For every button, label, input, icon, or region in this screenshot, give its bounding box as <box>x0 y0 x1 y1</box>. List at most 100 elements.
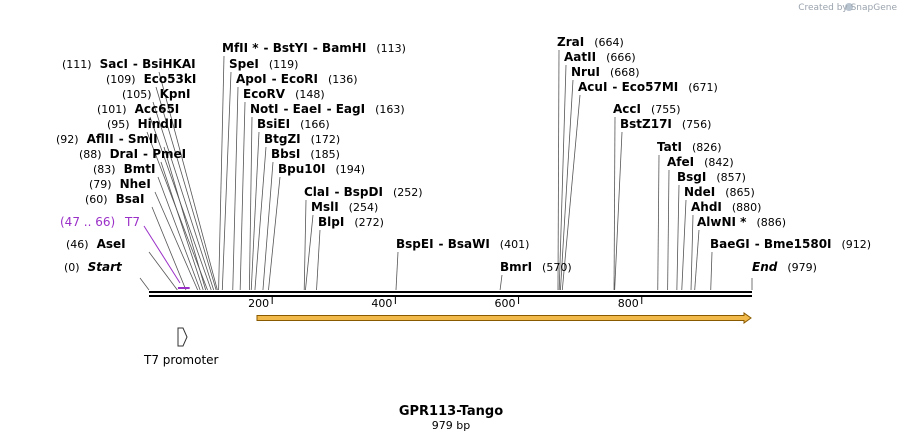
site-end-label[interactable]: End (979) <box>752 260 817 274</box>
site-zrai-label[interactable]: ZraI (664) <box>557 35 624 49</box>
site-noti-enzyme-name: - EaeI <box>284 102 322 116</box>
site-tati-label[interactable]: TatI (826) <box>657 140 722 154</box>
site-bsgi-position: (857) <box>716 171 746 184</box>
site-bsai-label[interactable]: (60) BsaI <box>85 192 144 206</box>
site-spei-enzyme-name: SpeI <box>229 57 259 71</box>
site-bbsi-position: (185) <box>310 148 340 161</box>
site-asei-label[interactable]: (46) AseI <box>66 237 126 251</box>
site-kpni-label[interactable]: (105) KpnI <box>122 87 191 101</box>
site-bbsi-label[interactable]: BbsI (185) <box>271 147 340 161</box>
site-bbsi-enzyme-name: BbsI <box>271 147 300 161</box>
site-eco53ki-label[interactable]: (109) Eco53kI <box>106 72 196 86</box>
site-bmri-position: (570) <box>542 261 572 274</box>
site-ecorv-label[interactable]: EcoRV (148) <box>243 87 325 101</box>
site-baegi-enzyme-name: BaeGI <box>710 237 750 251</box>
site-bbsi-connector <box>262 161 274 291</box>
site-saci-connector <box>158 71 218 291</box>
site-bmti-connector <box>157 176 201 291</box>
site-alwni-label[interactable]: AlwNI * (886) <box>697 215 786 229</box>
site-apoi-position: (136) <box>328 73 358 86</box>
site-acui-enzyme-name: - Eco57MI <box>612 80 678 94</box>
site-spei-label[interactable]: SpeI (119) <box>229 57 298 71</box>
site-bspei-label[interactable]: BspEI - BsaWI (401) <box>396 237 529 251</box>
site-nhei-connector <box>154 191 199 291</box>
site-bmti-label[interactable]: (83) BmtI <box>93 162 155 176</box>
site-aflii-enzyme-name: - SmlI <box>119 132 158 146</box>
site-acc65i-label[interactable]: (101) Acc65I <box>97 102 179 116</box>
site-nrui-connector <box>560 79 574 291</box>
site-acui-position: (671) <box>688 81 718 94</box>
primer-t7[interactable]: (47 .. 66) T7 <box>60 215 190 289</box>
site-clai-label[interactable]: ClaI - BspDI (252) <box>304 185 423 199</box>
site-acui-connector <box>561 94 581 291</box>
site-aatii-label[interactable]: AatII (666) <box>564 50 636 64</box>
site-hindiii-label[interactable]: (95) HindIII <box>107 117 182 131</box>
site-ecorv-connector <box>239 101 246 291</box>
tick-label-800: 800 <box>618 297 639 310</box>
site-bstz17i-label[interactable]: BstZ17I (756) <box>620 117 711 131</box>
site-bsiei-label[interactable]: BsiEI (166) <box>257 117 330 131</box>
map-length: 979 bp <box>432 419 470 432</box>
site-drai-connector <box>160 161 204 291</box>
site-ndei-label[interactable]: NdeI (865) <box>684 185 755 199</box>
site-ahdi-label[interactable]: AhdI (880) <box>691 200 761 214</box>
site-ahdi-position: (880) <box>732 201 762 214</box>
site-bmri-label[interactable]: BmrI (570) <box>500 260 572 274</box>
ruler-ticks: 200 400 600 800 <box>248 297 643 310</box>
site-btgzi-label[interactable]: BtgZI (172) <box>264 132 340 146</box>
site-bsiei-enzyme-name: BsiEI <box>257 117 290 131</box>
site-aflii-label[interactable]: (92) AflII - SmlI <box>56 132 158 146</box>
site-bsai-connector <box>151 206 187 291</box>
primer-name: T7 <box>124 215 140 229</box>
site-bpu10i-label[interactable]: Bpu10I (194) <box>278 162 365 176</box>
site-bsiei-connector <box>250 131 260 291</box>
site-acc65i-connector <box>149 116 212 291</box>
orf-arrow[interactable] <box>256 312 752 324</box>
site-ahdi-connector <box>690 214 694 291</box>
site-nhei-label[interactable]: (79) NheI <box>89 177 151 191</box>
site-msli-position: (254) <box>349 201 379 214</box>
site-noti-label[interactable]: NotI - EaeI - EagI (163) <box>250 102 405 116</box>
site-acci-label[interactable]: AccI (755) <box>613 102 681 116</box>
site-zrai-enzyme-name: ZraI <box>557 35 584 49</box>
site-baegi-label[interactable]: BaeGI - Bme1580I (912) <box>710 237 871 251</box>
site-start-label[interactable]: (0) Start <box>64 260 123 274</box>
site-acui-label[interactable]: AcuI - Eco57MI (671) <box>578 80 718 94</box>
site-nrui-label[interactable]: NruI (668) <box>571 65 640 79</box>
site-bsgi-label[interactable]: BsgI (857) <box>677 170 746 184</box>
site-drai-enzyme-name: - PmeI <box>143 147 186 161</box>
site-saci-enzyme-name: - BsiHKAI <box>133 57 196 71</box>
site-acci-enzyme-name: AccI <box>613 102 641 116</box>
site-drai-enzyme-name: DraI <box>110 147 138 161</box>
feature-t7-promoter[interactable]: T7 promoter <box>143 327 219 367</box>
site-apoi-label[interactable]: ApoI - EcoRI (136) <box>236 72 358 86</box>
site-ahdi-enzyme-name: AhdI <box>691 200 722 214</box>
site-mfii-label[interactable]: MfII * - BstYI - BamHI (113) <box>222 41 406 55</box>
site-hindiii-connector <box>146 131 208 291</box>
site-blpi-label[interactable]: BlpI (272) <box>318 215 384 229</box>
site-kpni-connector <box>152 101 215 291</box>
site-apoi-connector <box>232 86 239 291</box>
site-mfii-enzyme-name: MfII * <box>222 41 259 55</box>
site-msli-label[interactable]: MslI (254) <box>311 200 378 214</box>
site-mfii-position: (113) <box>376 42 406 55</box>
site-drai-label[interactable]: (88) DraI - PmeI <box>79 147 186 161</box>
snapgene-logo-icon <box>845 3 853 11</box>
site-saci-label[interactable]: (111) SacI - BsiHKAI <box>62 57 196 71</box>
orf-arrow-shape <box>256 312 752 324</box>
site-nhei-enzyme-name: NheI <box>120 177 151 191</box>
site-afei-enzyme-name: AfeI <box>667 155 694 169</box>
site-afei-label[interactable]: AfeI (842) <box>667 155 734 169</box>
site-noti-position: (163) <box>375 103 405 116</box>
tick-label-600: 600 <box>495 297 516 310</box>
site-aflii-enzyme-name: AflII <box>87 132 114 146</box>
site-zrai-connector <box>557 49 560 291</box>
site-acci-position: (755) <box>651 103 681 116</box>
site-bspei-connector <box>395 251 399 291</box>
site-blpi-enzyme-name: BlpI <box>318 215 344 229</box>
site-hindiii-enzyme-name: HindIII <box>138 117 183 131</box>
site-bmri-enzyme-name: BmrI <box>500 260 532 274</box>
site-tati-connector <box>657 154 660 291</box>
site-apoi-enzyme-name: - EcoRI <box>272 72 318 86</box>
site-kpni-enzyme-name: KpnI <box>160 87 191 101</box>
